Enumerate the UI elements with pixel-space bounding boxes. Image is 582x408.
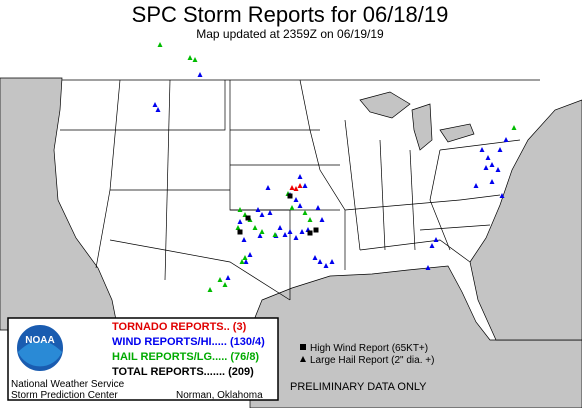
- report-marker: [235, 225, 241, 230]
- report-marker: [425, 265, 431, 270]
- report-marker: [247, 252, 253, 257]
- report-marker: [287, 229, 293, 234]
- report-marker: [473, 183, 479, 188]
- report-marker: [259, 229, 265, 234]
- report-marker: [293, 235, 299, 240]
- report-marker: [297, 174, 303, 179]
- report-marker: [225, 275, 231, 280]
- report-marker: [329, 259, 335, 264]
- report-marker: [307, 217, 313, 222]
- legend-tornado: TORNADO REPORTS.. (3): [112, 321, 247, 333]
- report-marker: [485, 155, 491, 160]
- report-marker: [255, 207, 261, 212]
- report-marker: [242, 255, 248, 260]
- report-marker: [323, 263, 329, 268]
- report-marker: [499, 193, 505, 198]
- credit-nws: National Weather Service: [11, 379, 125, 390]
- credit-spc: Storm Prediction Center: [11, 390, 118, 401]
- report-marker: [197, 72, 203, 77]
- report-marker: [302, 210, 308, 215]
- report-marker: [511, 125, 517, 130]
- report-markers: [152, 42, 517, 292]
- high-wind-marker: [287, 193, 293, 199]
- report-marker: [483, 165, 489, 170]
- report-marker: [252, 225, 258, 230]
- report-marker: [259, 212, 265, 217]
- noaa-text: NOAA: [25, 335, 54, 346]
- report-marker: [217, 277, 223, 282]
- report-marker: [319, 217, 325, 222]
- large-hail-icon: [300, 356, 306, 362]
- high-wind-icon: [300, 344, 306, 350]
- report-marker: [257, 233, 263, 238]
- key-large-hail: Large Hail Report (2" dia. +): [310, 355, 434, 366]
- high-wind-marker: [313, 227, 319, 233]
- high-wind-marker: [307, 230, 313, 236]
- report-marker: [207, 287, 213, 292]
- report-marker: [293, 186, 299, 191]
- high-wind-marker: [245, 215, 251, 221]
- report-marker: [293, 197, 299, 202]
- water: [0, 77, 582, 408]
- title: SPC Storm Reports for 06/18/19: [132, 2, 449, 27]
- report-marker: [155, 107, 161, 112]
- key-high-wind: High Wind Report (65KT+): [310, 343, 428, 354]
- legend-hail: HAIL REPORTS/LG..... (76/8): [112, 351, 259, 363]
- report-marker: [297, 183, 303, 188]
- report-marker: [297, 203, 303, 208]
- report-marker: [299, 229, 305, 234]
- report-marker: [315, 205, 321, 210]
- report-marker: [267, 210, 273, 215]
- report-marker: [495, 167, 501, 172]
- noaa-logo-wave: [18, 341, 62, 367]
- report-marker: [243, 259, 249, 264]
- report-marker: [237, 207, 243, 212]
- report-marker: [479, 147, 485, 152]
- report-marker: [265, 185, 271, 190]
- preliminary-notice: PRELIMINARY DATA ONLY: [290, 381, 427, 393]
- report-marker: [282, 232, 288, 237]
- high-wind-marker: [237, 229, 243, 235]
- report-marker: [237, 219, 243, 224]
- legend-wind: WIND REPORTS/HI..... (130/4): [112, 336, 265, 348]
- credit-location: Norman, Oklahoma: [176, 390, 263, 401]
- report-marker: [222, 282, 228, 287]
- report-marker: [497, 147, 503, 152]
- subtitle: Map updated at 2359Z on 06/19/19: [196, 27, 384, 41]
- report-marker: [289, 185, 295, 190]
- report-marker: [239, 259, 245, 264]
- report-marker: [272, 232, 278, 237]
- report-marker: [192, 57, 198, 62]
- report-marker: [187, 55, 193, 60]
- report-marker: [489, 162, 495, 167]
- report-marker: [489, 179, 495, 184]
- report-marker: [312, 255, 318, 260]
- report-marker: [429, 243, 435, 248]
- report-marker: [503, 137, 509, 142]
- report-marker: [317, 259, 323, 264]
- report-marker: [289, 205, 295, 210]
- report-marker: [157, 42, 163, 47]
- report-marker: [277, 225, 283, 230]
- legend-total: TOTAL REPORTS....... (209): [112, 366, 254, 378]
- report-marker: [302, 183, 308, 188]
- report-marker: [433, 237, 439, 242]
- report-marker: [241, 237, 247, 242]
- report-marker: [152, 102, 158, 107]
- state-lines: [60, 79, 540, 301]
